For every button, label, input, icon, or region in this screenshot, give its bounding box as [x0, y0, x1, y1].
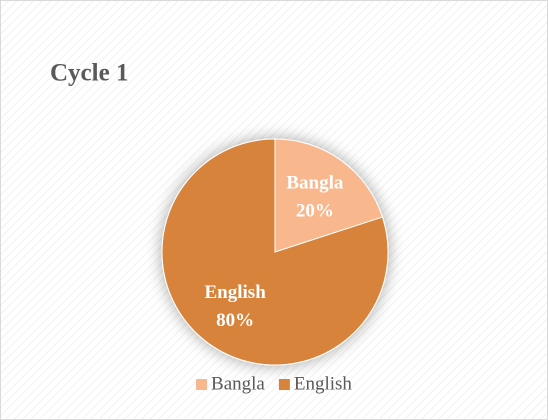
- legend-swatch: [278, 379, 290, 390]
- legend-label: Bangla: [211, 373, 265, 394]
- pie: [161, 138, 389, 366]
- pie-slice: [161, 138, 389, 366]
- data-label-value: 20%: [296, 201, 334, 222]
- chart-title: Cycle 1: [50, 60, 128, 87]
- data-label-category: English: [205, 282, 267, 303]
- data-label-value: 80%: [216, 310, 254, 331]
- legend-swatch: [196, 379, 208, 390]
- pie-slice: [274, 138, 384, 253]
- data-label-category: Bangla: [286, 173, 344, 194]
- legend-label: English: [294, 373, 353, 394]
